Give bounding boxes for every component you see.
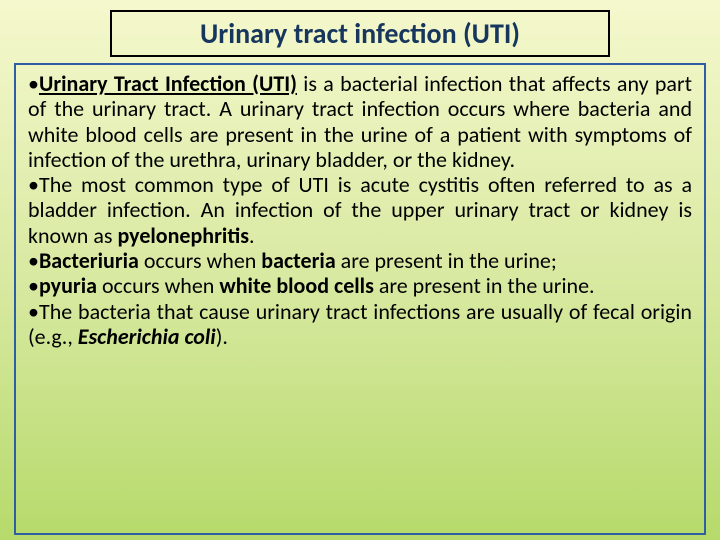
bullet-4: •pyuria occurs when white blood cells ar…: [28, 273, 692, 298]
content-box: •Urinary Tract Infection (UTI) is a bact…: [14, 63, 706, 535]
bullet-marker: •: [28, 171, 39, 198]
lead-term: Urinary Tract Infection (UTI): [39, 70, 297, 97]
bullet-tail: are present in the urine.: [374, 272, 595, 299]
inline-term: Escherichia coli: [78, 323, 216, 350]
bullet-tail: ).: [216, 323, 228, 350]
bullet-marker: •: [28, 272, 39, 299]
inline-term: pyelonephritis: [117, 222, 249, 249]
bullet-3: •Bacteriuria occurs when bacteria are pr…: [28, 248, 692, 273]
bullet-5: •The bacteria that cause urinary tract i…: [28, 299, 692, 350]
title-box: Urinary tract infection (UTI): [110, 10, 610, 57]
bullet-marker: •: [28, 70, 39, 97]
bullet-text: occurs when: [97, 272, 219, 299]
page-title: Urinary tract infection (UTI): [120, 16, 600, 51]
inline-term: Bacteriuria: [39, 247, 139, 274]
bullet-text: occurs when: [139, 247, 261, 274]
inline-term: pyuria: [39, 272, 97, 299]
inline-term: white blood cells: [219, 272, 374, 299]
bullet-tail: are present in the urine;: [336, 247, 557, 274]
bullet-1: •Urinary Tract Infection (UTI) is a bact…: [28, 71, 692, 172]
inline-term: bacteria: [261, 247, 335, 274]
bullet-2: •The most common type of UTI is acute cy…: [28, 172, 692, 248]
bullet-tail: .: [249, 222, 255, 249]
bullet-marker: •: [28, 298, 39, 325]
bullet-marker: •: [28, 247, 39, 274]
